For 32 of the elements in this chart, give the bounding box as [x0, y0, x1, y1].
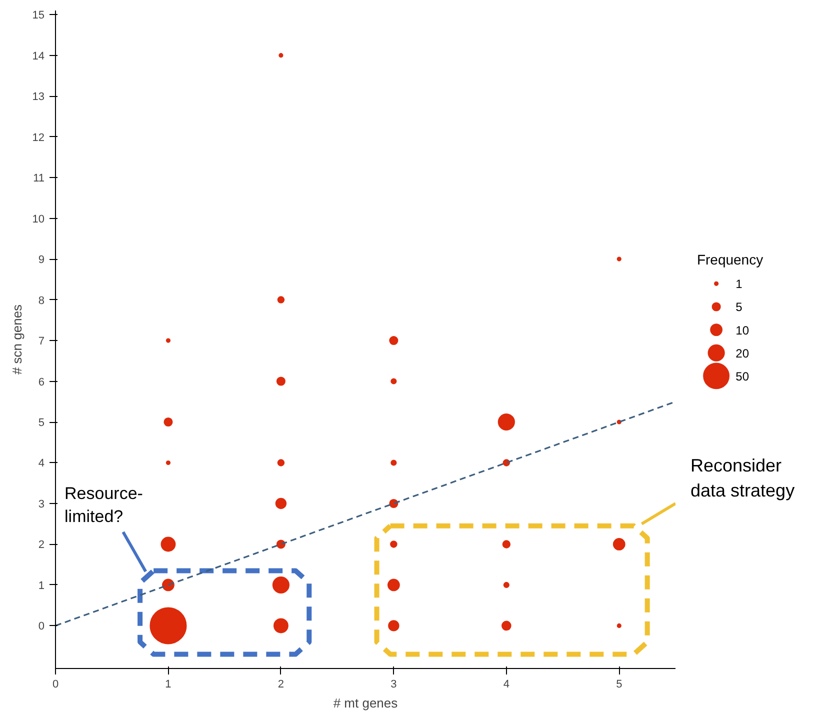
legend-label: 20: [736, 346, 750, 360]
y-tick-label: 0: [38, 620, 45, 633]
y-tick-label: 3: [38, 498, 45, 510]
y-axis-title: # scn genes: [9, 304, 24, 375]
x-tick-label: 2: [278, 678, 284, 690]
legend-title: Frequency: [696, 252, 764, 268]
legend-label: 10: [736, 323, 750, 338]
x-tick-label: 5: [616, 678, 622, 690]
y-tick-label: 14: [32, 50, 45, 62]
y-tick-label: 6: [38, 376, 45, 388]
y-tick-label: 1: [38, 580, 45, 592]
y-tick-label: 11: [33, 172, 45, 185]
annotation: Resource- limited?: [64, 484, 143, 526]
y-tick-label: 10: [32, 213, 45, 226]
text: Reconsider data strategy: [690, 455, 795, 500]
y-tick-label: 2: [38, 539, 45, 552]
y-tick-label: 13: [32, 91, 45, 104]
y-tick-label: 15: [32, 10, 45, 22]
x-tick-label: 0: [52, 678, 59, 690]
y-tick-label: 4: [38, 458, 45, 470]
x-tick-label: 1: [165, 678, 172, 690]
y-tick-label: 7: [38, 336, 45, 348]
x-axis-title: # mt genes: [333, 696, 398, 710]
y-tick-label: 9: [38, 254, 45, 266]
x-tick-label: 4: [503, 678, 510, 690]
y-tick-label: 12: [32, 132, 45, 144]
legend-label: 50: [736, 369, 750, 384]
y-tick-label: 5: [38, 417, 45, 430]
y-tick-label: 8: [38, 294, 45, 307]
legend-label: 5: [736, 300, 743, 314]
legend-label: 1: [736, 277, 743, 292]
x-tick-label: 3: [390, 678, 397, 690]
